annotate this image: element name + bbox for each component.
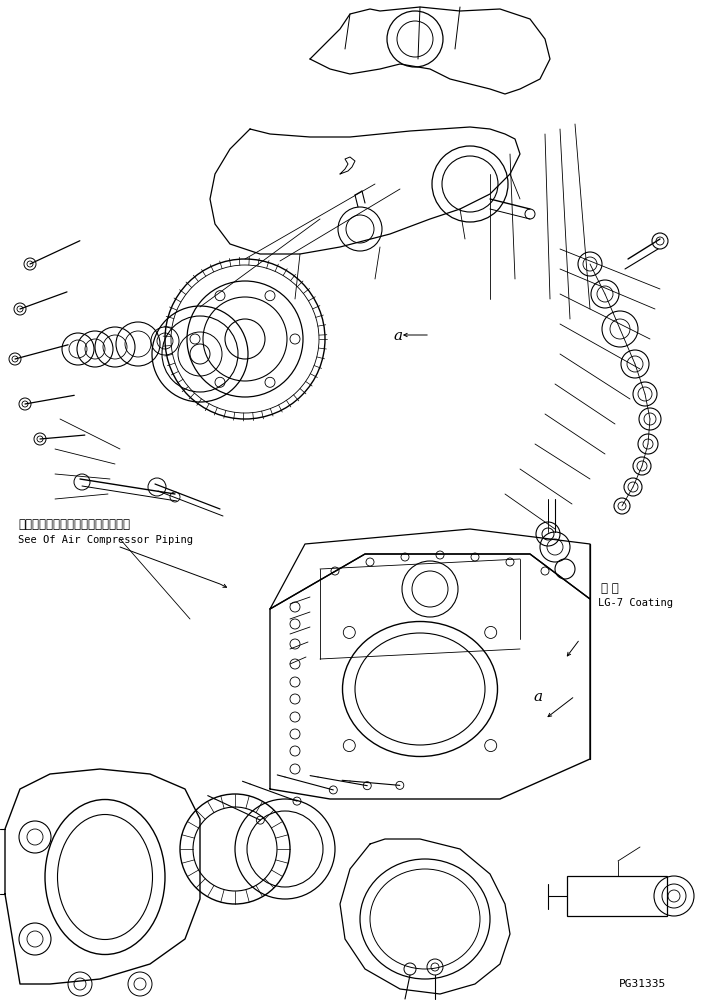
Text: 塗 布: 塗 布 (601, 582, 619, 595)
Text: LG-7 Coating: LG-7 Coating (598, 597, 673, 607)
Text: a: a (393, 329, 402, 343)
Text: エアーコンプレッサバイピング参照: エアーコンプレッサバイピング参照 (18, 517, 130, 530)
Text: PG31335: PG31335 (619, 978, 667, 988)
Bar (567, 876, 667, 916)
Text: a: a (533, 689, 542, 703)
Text: See Of Air Compressor Piping: See Of Air Compressor Piping (18, 534, 193, 544)
